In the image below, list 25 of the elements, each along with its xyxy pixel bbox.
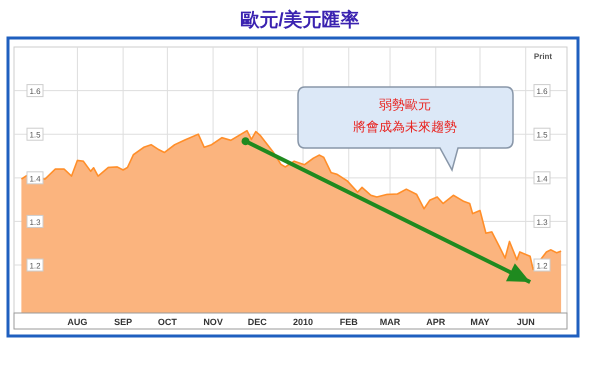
- y2-tick-label: 1.5: [536, 130, 548, 140]
- y2-tick-label: 1.4: [536, 174, 548, 184]
- x-tick-label: MAY: [470, 317, 490, 327]
- x-tick-label: JUN: [516, 317, 535, 327]
- y-tick-label: 1.4: [29, 174, 42, 184]
- y-tick-label: 1.3: [29, 218, 42, 227]
- annotation: Print: [534, 52, 552, 61]
- x-tick-label: SEP: [114, 317, 132, 327]
- x-tick-label: OCT: [158, 317, 178, 327]
- y-tick-label: 1.6: [29, 87, 42, 96]
- annotation: 弱勢歐元: [379, 98, 431, 113]
- x-tick-label: FEB: [340, 317, 358, 327]
- chart-title: 歐元/美元匯率: [240, 9, 360, 31]
- x-tick-label: DEC: [248, 317, 268, 327]
- y2-tick-label: 1.3: [536, 218, 548, 227]
- y2-tick-label: 1.2: [536, 262, 548, 271]
- x-tick-label: APR: [426, 317, 446, 327]
- x-tick-label: AUG: [67, 317, 88, 327]
- x-tick-label: NOV: [203, 317, 223, 327]
- x-tick-label: MAR: [380, 317, 401, 327]
- y-tick-label: 1.2: [29, 262, 42, 271]
- x-tick-label: 2010: [293, 317, 314, 327]
- annotation: 將會成為未來趨勢: [353, 120, 457, 135]
- y2-tick-label: 1.6: [536, 87, 548, 96]
- y-tick-label: 1.5: [29, 130, 42, 140]
